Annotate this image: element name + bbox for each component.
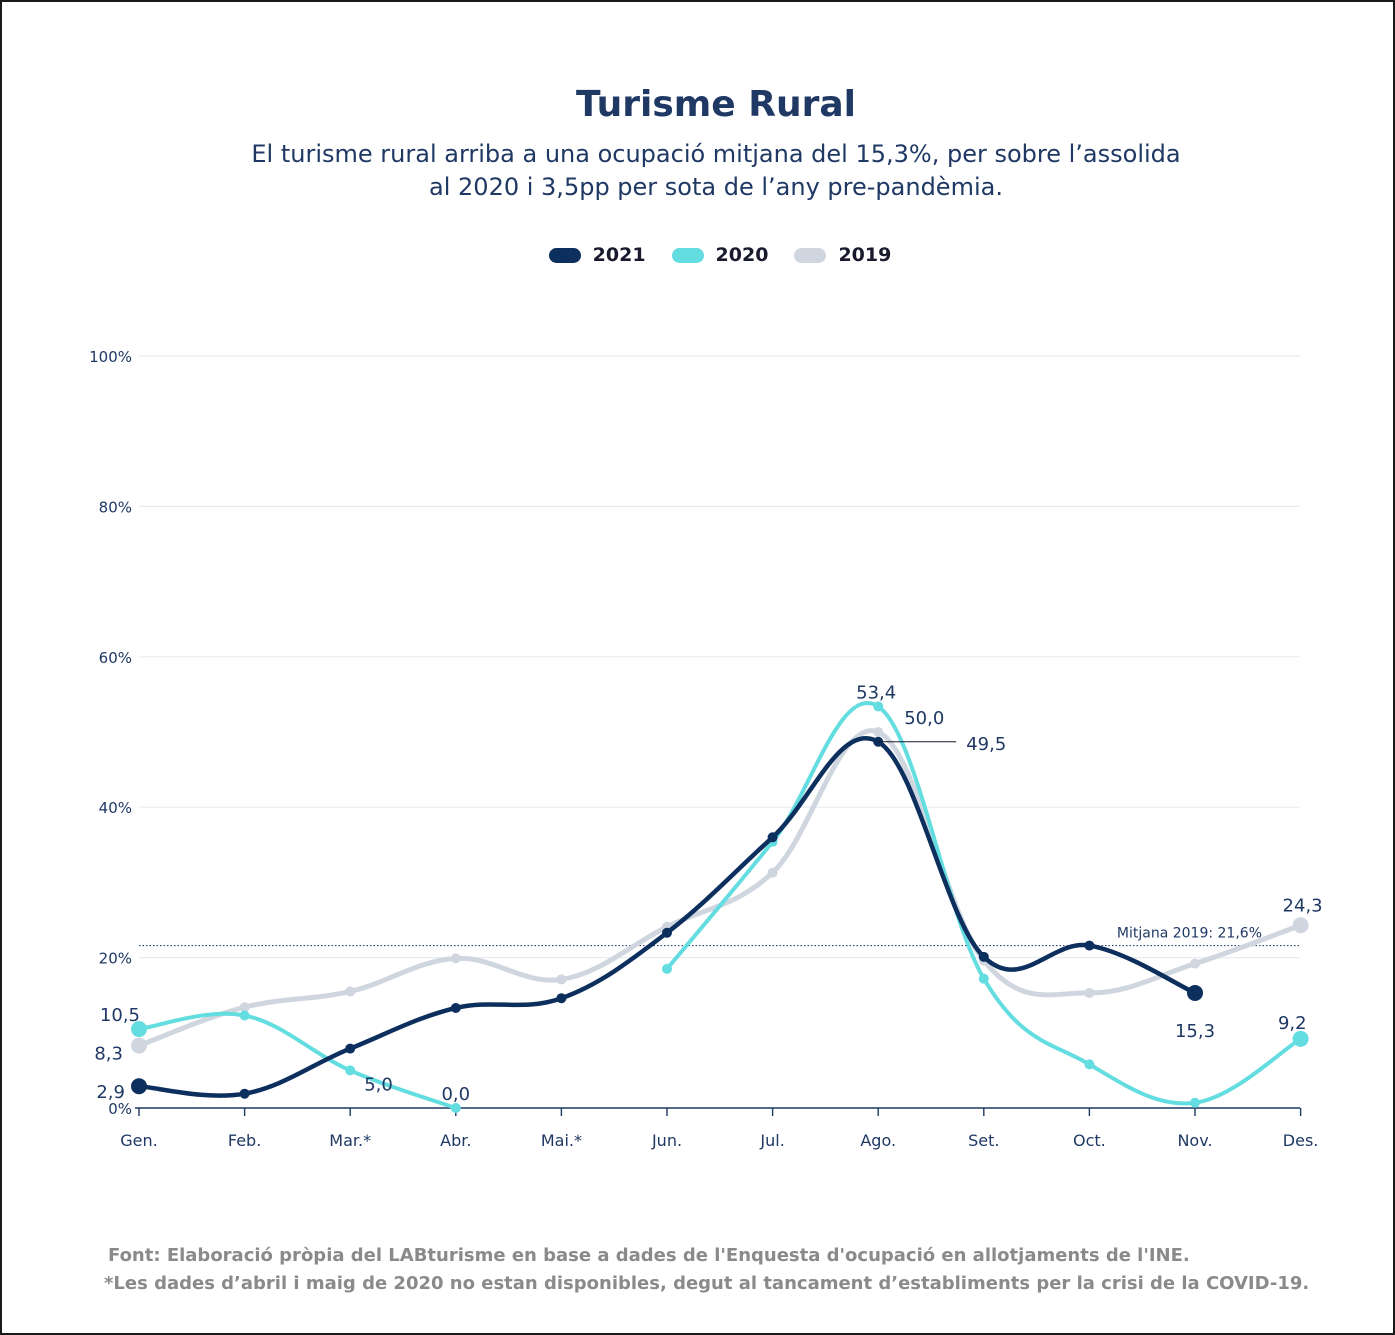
legend-item-2020[interactable]: 2020: [671, 244, 769, 266]
data-point-2019: [1292, 917, 1309, 934]
legend-item-2019[interactable]: 2019: [794, 244, 891, 266]
legend-swatch-2020: [671, 247, 704, 263]
data-point-2021: [1084, 940, 1095, 951]
data-point-2020: [450, 1103, 461, 1113]
source-note: Font: Elaboració pròpia del LABturisme e…: [108, 1245, 1190, 1266]
data-label: 53,4: [856, 682, 896, 703]
legend-label-2019: 2019: [838, 244, 892, 266]
y-tick-label: 0%: [108, 1100, 132, 1118]
data-point-2019: [767, 867, 778, 878]
data-point-2021: [131, 1078, 147, 1095]
x-tick-label: Ago.: [860, 1131, 896, 1150]
data-point-2020: [662, 963, 672, 974]
data-point-2019: [239, 1002, 250, 1013]
x-tick-label: Gen.: [120, 1131, 157, 1150]
data-point-2020: [345, 1065, 356, 1076]
data-point-2020: [1190, 1097, 1200, 1108]
data-point-2020: [873, 701, 884, 712]
data-point-2021: [345, 1043, 356, 1054]
x-tick-label: Set.: [968, 1131, 999, 1150]
chart-title: Turisme Rural: [576, 84, 856, 125]
data-point-2019: [450, 953, 461, 964]
x-tick-label: Des.: [1283, 1131, 1319, 1150]
data-label: 2,9: [96, 1082, 125, 1103]
data-point-2019: [1084, 987, 1095, 998]
data-point-2020: [131, 1021, 147, 1038]
data-point-2019: [1190, 958, 1200, 969]
data-label: 0,0: [441, 1084, 470, 1105]
data-point-2021: [662, 927, 672, 938]
series-line-2020: [137, 1011, 458, 1110]
data-point-2020: [978, 973, 989, 984]
y-tick-label: 80%: [99, 498, 132, 516]
legend-label-2020: 2020: [715, 244, 769, 266]
y-tick-label: 60%: [99, 649, 132, 667]
legend-swatch-2019: [794, 247, 827, 263]
data-point-2020: [239, 1010, 250, 1021]
data-label: 24,3: [1283, 895, 1323, 916]
legend-label-2021: 2021: [592, 244, 646, 266]
y-tick-label: 100%: [89, 348, 132, 366]
y-tick-label: 40%: [99, 799, 132, 817]
data-point-2019: [873, 727, 884, 737]
footer: Font: Elaboració pròpia del LABturisme e…: [104, 1242, 1309, 1298]
data-label: 15,3: [1175, 1021, 1215, 1042]
data-point-2019: [131, 1037, 147, 1054]
data-label: 10,5: [100, 1005, 140, 1026]
x-tick-label: Mai.*: [541, 1131, 582, 1150]
x-tick-label: Feb.: [228, 1131, 261, 1150]
data-point-2021: [1187, 984, 1203, 1001]
data-label: 50,0: [904, 708, 944, 729]
data-point-2020: [1084, 1059, 1095, 1070]
data-point-2021: [450, 1002, 461, 1013]
footnote: *Les dades d’abril i maig de 2020 no est…: [104, 1273, 1310, 1294]
legend: 2021 2020 2019: [0, 244, 1395, 266]
data-label: 5,0: [364, 1074, 393, 1095]
data-point-2019: [556, 974, 567, 985]
data-point-2021: [556, 993, 567, 1004]
data-point-2021: [767, 832, 778, 843]
x-tick-label: Oct.: [1073, 1131, 1106, 1150]
data-point-2021: [978, 951, 989, 962]
reference-line-label: Mitjana 2019: 21,6%: [1117, 926, 1262, 942]
y-tick-label: 20%: [99, 950, 132, 968]
legend-item-2021[interactable]: 2021: [548, 244, 646, 266]
x-tick-label: Nov.: [1177, 1131, 1212, 1150]
x-tick-label: Jul.: [759, 1131, 784, 1150]
data-label: 49,5: [966, 734, 1006, 755]
data-point-2021: [239, 1088, 250, 1099]
subtitle-line-1: El turisme rural arriba a una ocupació m…: [251, 140, 1181, 168]
data-point-2020: [1292, 1030, 1309, 1047]
x-tick-label: Abr.: [440, 1131, 471, 1150]
subtitle-line-2: al 2020 i 3,5pp per sota de l’any pre-pa…: [429, 173, 1003, 201]
data-label: 9,2: [1278, 1013, 1307, 1034]
chart-subtitle: El turisme rural arriba a una ocupació m…: [0, 138, 1395, 204]
x-tick-label: Jun.: [651, 1131, 682, 1150]
series-line-2020: [665, 701, 1303, 1106]
x-tick-label: Mar.*: [329, 1131, 371, 1150]
data-point-2019: [345, 986, 356, 997]
legend-swatch-2021: [548, 247, 581, 263]
data-label: 8,3: [94, 1044, 123, 1065]
series-line-2021: [136, 736, 1198, 1098]
